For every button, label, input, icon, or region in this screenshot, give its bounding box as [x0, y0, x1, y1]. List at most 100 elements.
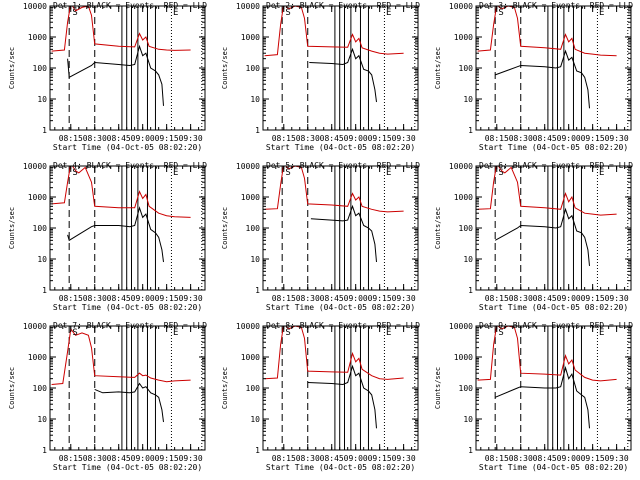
- y-tick-label: 10: [37, 415, 47, 424]
- y-tick-label: 10000: [23, 322, 47, 331]
- panel-det-2: 1 10 100 1000 10000 08:15 08:30 08:45 09:00 09:15…: [221, 1, 420, 152]
- y-axis-label: Counts/sec: [434, 47, 442, 89]
- y-tick-label: 1000: [28, 33, 47, 42]
- y-tick-label: 10000: [236, 162, 260, 171]
- y-axis-label: Counts/sec: [434, 367, 442, 409]
- y-tick-label: 10000: [23, 2, 47, 11]
- x-tick-label: 09:30: [605, 294, 629, 303]
- x-axis-label: Start Time (04-Oct-05 08:02:20): [266, 143, 415, 152]
- panel-det-4: 1 10 100 1000 10000 08:15 08:30 08:45 09:00 09:15…: [8, 161, 207, 312]
- panel-det-3: 1 10 100 1000 10000 08:15 08:30 08:45 09:00 09:15…: [434, 1, 633, 152]
- x-tick-label: 08:15: [485, 294, 509, 303]
- panel-title: Det 7: BLACK = Events, RED = LLD: [53, 321, 207, 330]
- series-line-events: [67, 44, 164, 106]
- y-tick-label: 1000: [454, 193, 473, 202]
- y-tick-label: 10: [250, 255, 260, 264]
- x-tick-label: 09:15: [368, 294, 392, 303]
- panel-det-1: 1 10 100 1000 10000 08:15 08:30 08:45 09:00 09:15…: [8, 1, 207, 152]
- y-tick-label: 1: [255, 446, 260, 455]
- x-tick-label: 08:30: [83, 134, 107, 143]
- x-tick-label: 08:45: [107, 134, 131, 143]
- x-tick-label: 09:30: [179, 294, 203, 303]
- panel-det-5: 1 10 100 1000 10000 08:15 08:30 08:45 09:00 09:15…: [221, 161, 420, 312]
- series-line-events: [307, 364, 377, 429]
- y-tick-label: 100: [246, 384, 261, 393]
- y-tick-label: 10: [463, 415, 473, 424]
- y-axis-label: Counts/sec: [221, 367, 229, 409]
- panel-det-7: 1 10 100 1000 10000 08:15 08:30 08:45 09:00 09:15…: [8, 321, 207, 472]
- x-tick-label: 08:30: [509, 454, 533, 463]
- x-axis-label: Start Time (04-Oct-05 08:02:20): [479, 143, 628, 152]
- x-tick-label: 09:00: [344, 294, 368, 303]
- x-tick-label: 08:30: [296, 294, 320, 303]
- x-tick-label: 08:30: [83, 294, 107, 303]
- panel-title: Det 8: BLACK = Events, RED = LLD: [266, 321, 420, 330]
- y-tick-label: 1000: [241, 193, 260, 202]
- series-line-lld: [264, 326, 404, 380]
- x-tick-label: 09:00: [131, 454, 155, 463]
- y-tick-label: 1: [42, 286, 47, 295]
- plot-frame: [49, 325, 206, 451]
- x-tick-label: 09:00: [131, 294, 155, 303]
- x-tick-label: 08:15: [59, 134, 83, 143]
- series-line-lld: [51, 6, 191, 52]
- panel-det-6: 1 10 100 1000 10000 08:15 08:30 08:45 09:00 09:15…: [434, 161, 633, 312]
- panel-title: Det 6: BLACK = Events, RED = LLD: [479, 161, 633, 170]
- y-axis-label: Counts/sec: [221, 47, 229, 89]
- x-tick-label: 09:30: [605, 454, 629, 463]
- x-tick-label: 08:45: [320, 134, 344, 143]
- x-tick-label: 09:00: [344, 454, 368, 463]
- annotation-start: S: [498, 8, 503, 18]
- annotation-start: S: [72, 328, 77, 338]
- x-tick-label: 09:30: [392, 294, 416, 303]
- x-tick-label: 08:15: [272, 134, 296, 143]
- series-line-lld: [264, 6, 404, 57]
- x-tick-label: 09:00: [131, 134, 155, 143]
- series-line-lld: [477, 326, 617, 382]
- annotation-start: S: [285, 168, 290, 178]
- x-tick-label: 09:00: [557, 294, 581, 303]
- x-tick-label: 09:15: [155, 294, 179, 303]
- annotation-start: S: [498, 168, 503, 178]
- x-tick-label: 09:15: [581, 134, 605, 143]
- x-tick-label: 08:45: [533, 134, 557, 143]
- annotation-end: E: [386, 8, 391, 18]
- y-tick-label: 10: [250, 415, 260, 424]
- panel-title: Det 2: BLACK = Events, RED = LLD: [266, 1, 420, 10]
- x-tick-label: 09:15: [581, 454, 605, 463]
- plot-frame: [262, 5, 419, 131]
- x-tick-label: 08:30: [509, 134, 533, 143]
- y-tick-label: 1: [255, 126, 260, 135]
- plot-frame: [262, 165, 419, 291]
- x-tick-label: 08:30: [296, 134, 320, 143]
- series-line-events: [94, 382, 164, 423]
- y-tick-label: 1: [468, 286, 473, 295]
- y-tick-label: 10: [37, 255, 47, 264]
- annotation-end: E: [599, 328, 604, 338]
- annotation-end: E: [173, 328, 178, 338]
- y-axis-label: Counts/sec: [8, 47, 16, 89]
- x-axis-label: Start Time (04-Oct-05 08:02:20): [53, 303, 202, 312]
- y-axis-label: Counts/sec: [8, 207, 16, 249]
- panel-title: Det 3: BLACK = Events, RED = LLD: [479, 1, 633, 10]
- y-tick-label: 10000: [449, 322, 473, 331]
- x-tick-label: 09:00: [344, 134, 368, 143]
- y-axis-label: Counts/sec: [221, 207, 229, 249]
- panel-title: Det 9: BLACK = Events, RED = LLD: [479, 321, 633, 330]
- y-tick-label: 100: [246, 64, 261, 73]
- y-tick-label: 10000: [449, 2, 473, 11]
- x-tick-label: 08:45: [320, 294, 344, 303]
- x-tick-label: 09:30: [392, 454, 416, 463]
- y-axis-label: Counts/sec: [8, 367, 16, 409]
- y-tick-label: 1000: [454, 33, 473, 42]
- plot-frame: [49, 5, 206, 131]
- x-tick-label: 09:30: [179, 134, 203, 143]
- plot-frame: [49, 165, 206, 291]
- y-tick-label: 10: [37, 95, 47, 104]
- y-tick-label: 1: [42, 446, 47, 455]
- x-axis-label: Start Time (04-Oct-05 08:02:20): [479, 303, 628, 312]
- y-tick-label: 10: [463, 255, 473, 264]
- x-tick-label: 09:00: [557, 454, 581, 463]
- y-tick-label: 1: [255, 286, 260, 295]
